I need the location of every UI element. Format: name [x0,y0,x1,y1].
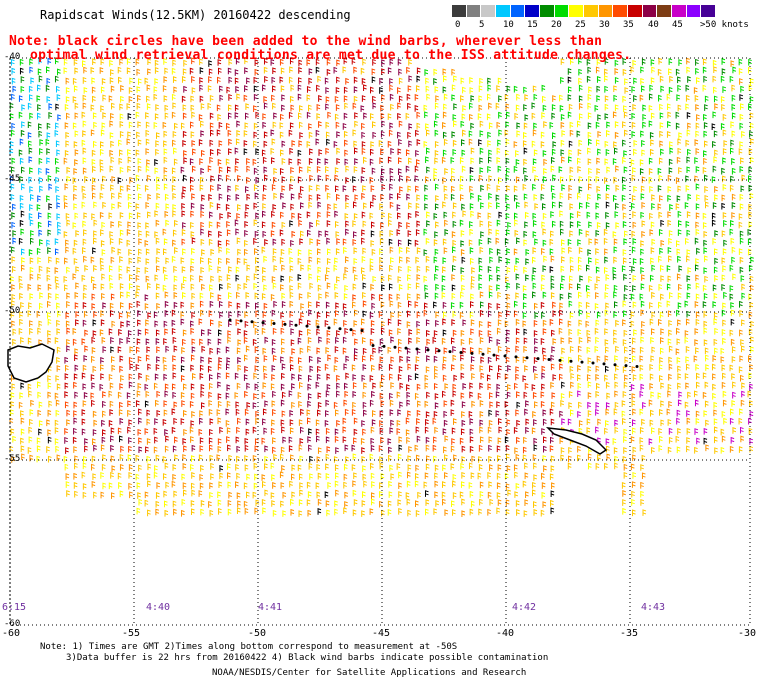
falkland-islands [7,343,55,383]
time-label-4: 4:42 [512,602,537,613]
footer-note-line1: Note: 1) Times are GMT 2)Times along bot… [40,642,458,652]
legend-swatch [657,5,673,17]
legend-swatch [613,5,629,17]
legend-swatch [496,5,511,17]
legend-label: 10 [503,20,514,30]
legend-swatch [701,5,717,17]
lat-label-50: -50 [4,306,21,316]
legend-swatch [554,5,570,17]
legend-swatch [584,5,599,17]
lon-label-45: -45 [372,628,391,639]
lat-label-55: -55 [4,454,21,464]
footer-note-line2: 3)Data buffer is 22 hrs from 20160422 4)… [66,653,549,663]
wind-speed-legend-labels: 0 5 10 15 20 25 30 35 40 45 >50 knots [452,20,752,32]
legend-label: 25 [575,20,586,30]
wind-speed-color-legend [452,5,717,17]
legend-swatch [642,5,658,17]
contamination-note-line1: Note: black circles have been added to t… [9,34,603,49]
south-georgia-island [545,427,608,455]
time-label-3: 4:41 [258,602,283,613]
footer-credit: NOAA/NESDIS/Center for Satellite Applica… [212,668,527,678]
lon-label-30: -30 [738,628,757,639]
legend-swatch [598,5,614,17]
lat-label-60: -60 [4,619,21,629]
legend-label: 0 [455,20,461,30]
time-label-1: 6:15 [2,602,27,613]
legend-label: 20 [551,20,562,30]
legend-swatch [466,5,482,17]
legend-swatch [540,5,555,17]
legend-swatch [569,5,585,17]
legend-label: 45 [672,20,683,30]
map-title: Rapidscat Winds(12.5KM) 20160422 descend… [40,8,351,22]
lat-label-45: -45 [4,174,21,184]
legend-swatch [452,5,467,17]
legend-swatch [672,5,687,17]
lon-label-50: -50 [248,628,267,639]
map-frame [9,57,751,626]
legend-label: 35 [623,20,634,30]
lon-label-60: -60 [2,628,21,639]
legend-label: 5 [479,20,485,30]
legend-label: 30 [599,20,610,30]
legend-label: 15 [527,20,538,30]
legend-label: 40 [648,20,659,30]
land-masses [7,343,608,455]
legend-swatch [686,5,702,17]
lat-label-40: -40 [4,52,21,62]
legend-swatch [481,5,497,17]
graticule-grid [9,58,750,625]
legend-swatch [510,5,526,17]
legend-swatch [525,5,541,17]
contamination-markers [228,318,639,369]
contamination-note-line2: optimal wind retrieval conditions are me… [30,48,632,63]
lon-label-35: -35 [620,628,639,639]
time-label-5: 4:43 [641,602,666,613]
legend-swatch [628,5,643,17]
legend-label: >50 knots [700,20,749,30]
lon-label-40: -40 [496,628,515,639]
lon-label-55: -55 [122,628,141,639]
time-label-2: 4:40 [146,602,171,613]
